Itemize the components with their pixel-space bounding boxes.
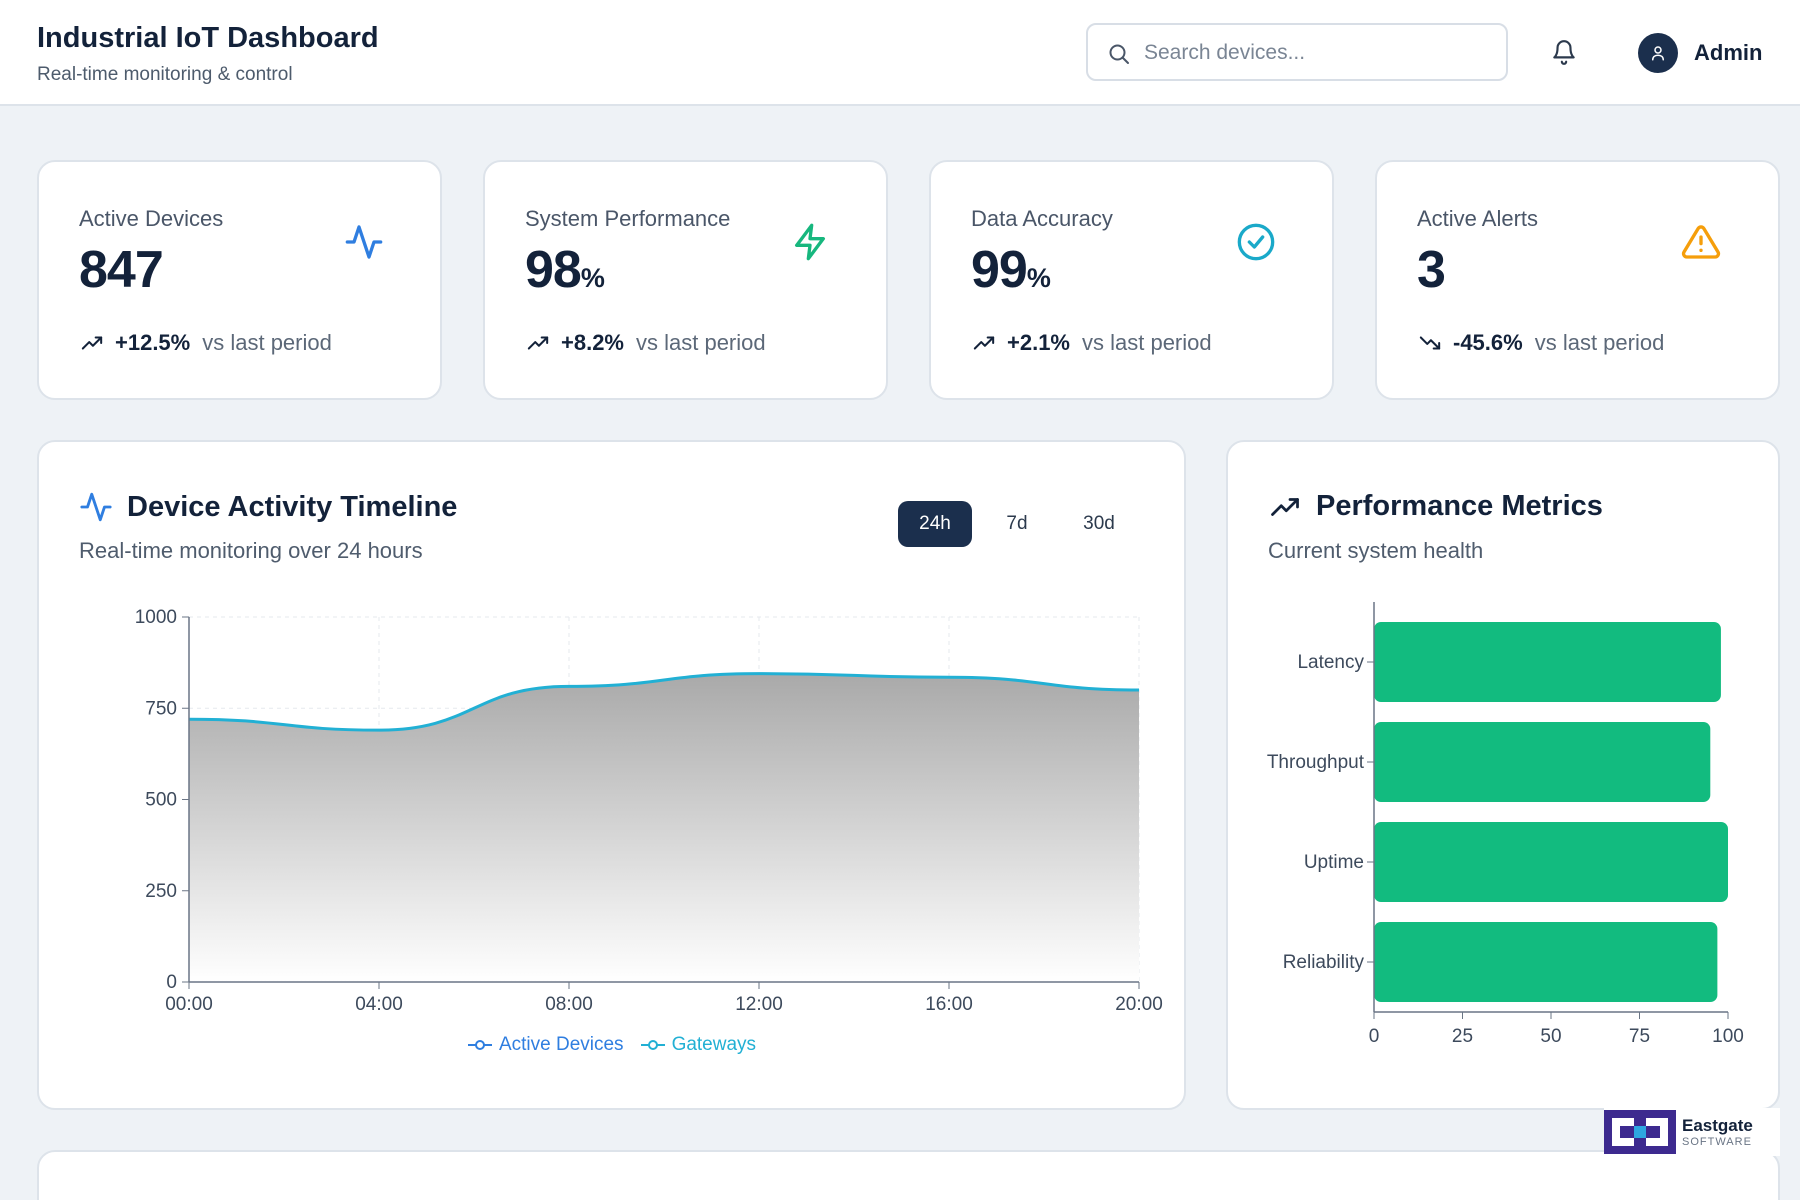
stat-trend: +2.1% vs last period — [971, 330, 1212, 356]
avatar — [1638, 33, 1678, 73]
series-line-active-devices — [188, 672, 1140, 732]
timeline-header: Device Activity Timeline — [79, 490, 457, 524]
stat-value: 3 — [1417, 241, 1446, 299]
chart-legend: Active Devices Gateways — [39, 1034, 1184, 1056]
app-subtitle: Real-time monitoring & control — [37, 64, 293, 85]
stat-trend: -45.6% vs last period — [1417, 330, 1664, 356]
stat-trend: +12.5% vs last period — [79, 330, 332, 356]
x-tick-label: 20:00 — [1115, 994, 1163, 1015]
legend-item-gateways[interactable]: Gateways — [640, 1034, 756, 1056]
stat-label: System Performance — [525, 206, 731, 231]
stat-value: 98% — [525, 241, 605, 299]
alert-triangle-icon — [1681, 225, 1721, 259]
stat-value: 847 — [79, 241, 164, 299]
x-tick-label: 16:00 — [925, 994, 973, 1015]
y-tick-label: 1000 — [135, 607, 177, 628]
stat-card-data-accuracy: Data Accuracy 99% +2.1% vs last period — [929, 160, 1334, 400]
category-label: Uptime — [1304, 852, 1364, 873]
stat-card-active-alerts: Active Alerts 3 -45.6% vs last period — [1375, 160, 1780, 400]
category-label: Reliability — [1283, 952, 1365, 973]
eastgate-logo-icon — [1604, 1110, 1676, 1154]
y-tick-label: 500 — [145, 790, 177, 811]
y-tick-label: 250 — [145, 881, 177, 902]
timeline-subtitle: Real-time monitoring over 24 hours — [79, 538, 423, 563]
app-header: Industrial IoT Dashboard Real-time monit… — [0, 0, 1800, 106]
bar-uptime — [1374, 822, 1728, 902]
tab-30d[interactable]: 30d — [1083, 513, 1115, 534]
bar-reliability — [1374, 922, 1718, 1002]
x-tick-label: 00:00 — [165, 994, 213, 1015]
device-activity-chart: 0 250 500 750 1000 00:00 04:00 08:00 12:00 16:00 2… — [135, 607, 1163, 1015]
eastgate-logo: Eastgate SOFTWARE — [1604, 1108, 1780, 1156]
activity-icon — [80, 492, 112, 522]
x-tick-label: 04:00 — [355, 994, 403, 1015]
timeline-title: Device Activity Timeline — [127, 490, 458, 523]
search-input[interactable] — [1144, 37, 1494, 69]
x-tick-label: 75 — [1629, 1026, 1650, 1047]
legend-line-icon — [640, 1040, 665, 1050]
stat-label: Active Alerts — [1417, 206, 1539, 231]
tab-24h[interactable]: 24h — [898, 501, 972, 547]
y-tick-label: 0 — [166, 972, 177, 993]
app-title: Industrial IoT Dashboard — [37, 22, 379, 54]
stat-card-system-performance: System Performance 98% +8.2% vs last per… — [483, 160, 888, 400]
range-tabs: 24h 7d 30d — [890, 501, 1136, 547]
check-circle-icon — [1237, 223, 1275, 261]
stat-label: Data Accuracy — [971, 206, 1113, 231]
metrics-subtitle: Current system health — [1268, 538, 1484, 563]
x-tick-label: 100 — [1712, 1026, 1744, 1047]
x-tick-label: 08:00 — [545, 994, 593, 1015]
trending-up-icon — [1271, 497, 1299, 516]
zap-icon — [795, 223, 825, 261]
activity-icon — [345, 225, 383, 259]
category-label: Latency — [1297, 652, 1364, 673]
user-icon — [1652, 46, 1664, 61]
y-tick-label: 750 — [145, 698, 177, 719]
search-box[interactable] — [1086, 23, 1508, 81]
bottom-panel — [37, 1150, 1780, 1200]
bar-throughput — [1374, 722, 1711, 802]
stat-label: Active Devices — [79, 206, 224, 231]
x-tick-label: 25 — [1452, 1026, 1473, 1047]
trending-up-icon — [527, 336, 549, 350]
user-name: Admin — [1694, 40, 1763, 65]
trending-down-icon — [1419, 336, 1441, 350]
trending-up-icon — [81, 336, 103, 350]
bar-latency — [1374, 622, 1721, 702]
metrics-panel: Performance Metrics Current system healt… — [1226, 440, 1780, 1110]
x-tick-label: 0 — [1369, 1026, 1380, 1047]
metrics-header: Performance Metrics — [1268, 490, 1603, 523]
legend-line-icon — [467, 1040, 492, 1050]
search-icon — [1109, 44, 1129, 64]
category-label: Throughput — [1267, 752, 1365, 773]
series-area-active-devices — [189, 673, 1139, 982]
stat-trend: +8.2% vs last period — [525, 330, 766, 356]
trending-up-icon — [973, 336, 995, 350]
timeline-panel: Device Activity Timeline Real-time monit… — [37, 440, 1186, 1110]
stat-value: 99% — [971, 241, 1051, 299]
legend-item-active-devices[interactable]: Active Devices — [467, 1034, 624, 1056]
stat-card-active-devices: Active Devices 847 +12.5% vs last period — [37, 160, 442, 400]
performance-metrics-chart: Latency Throughput Uptime Reliability 0 25 50 7… — [1267, 602, 1744, 1047]
user-menu[interactable]: Admin — [1638, 32, 1762, 74]
x-tick-label: 12:00 — [735, 994, 783, 1015]
metrics-title: Performance Metrics — [1316, 490, 1603, 522]
x-tick-label: 50 — [1540, 1026, 1561, 1047]
bell-icon[interactable] — [1551, 38, 1577, 66]
tab-7d[interactable]: 7d — [1006, 513, 1028, 534]
